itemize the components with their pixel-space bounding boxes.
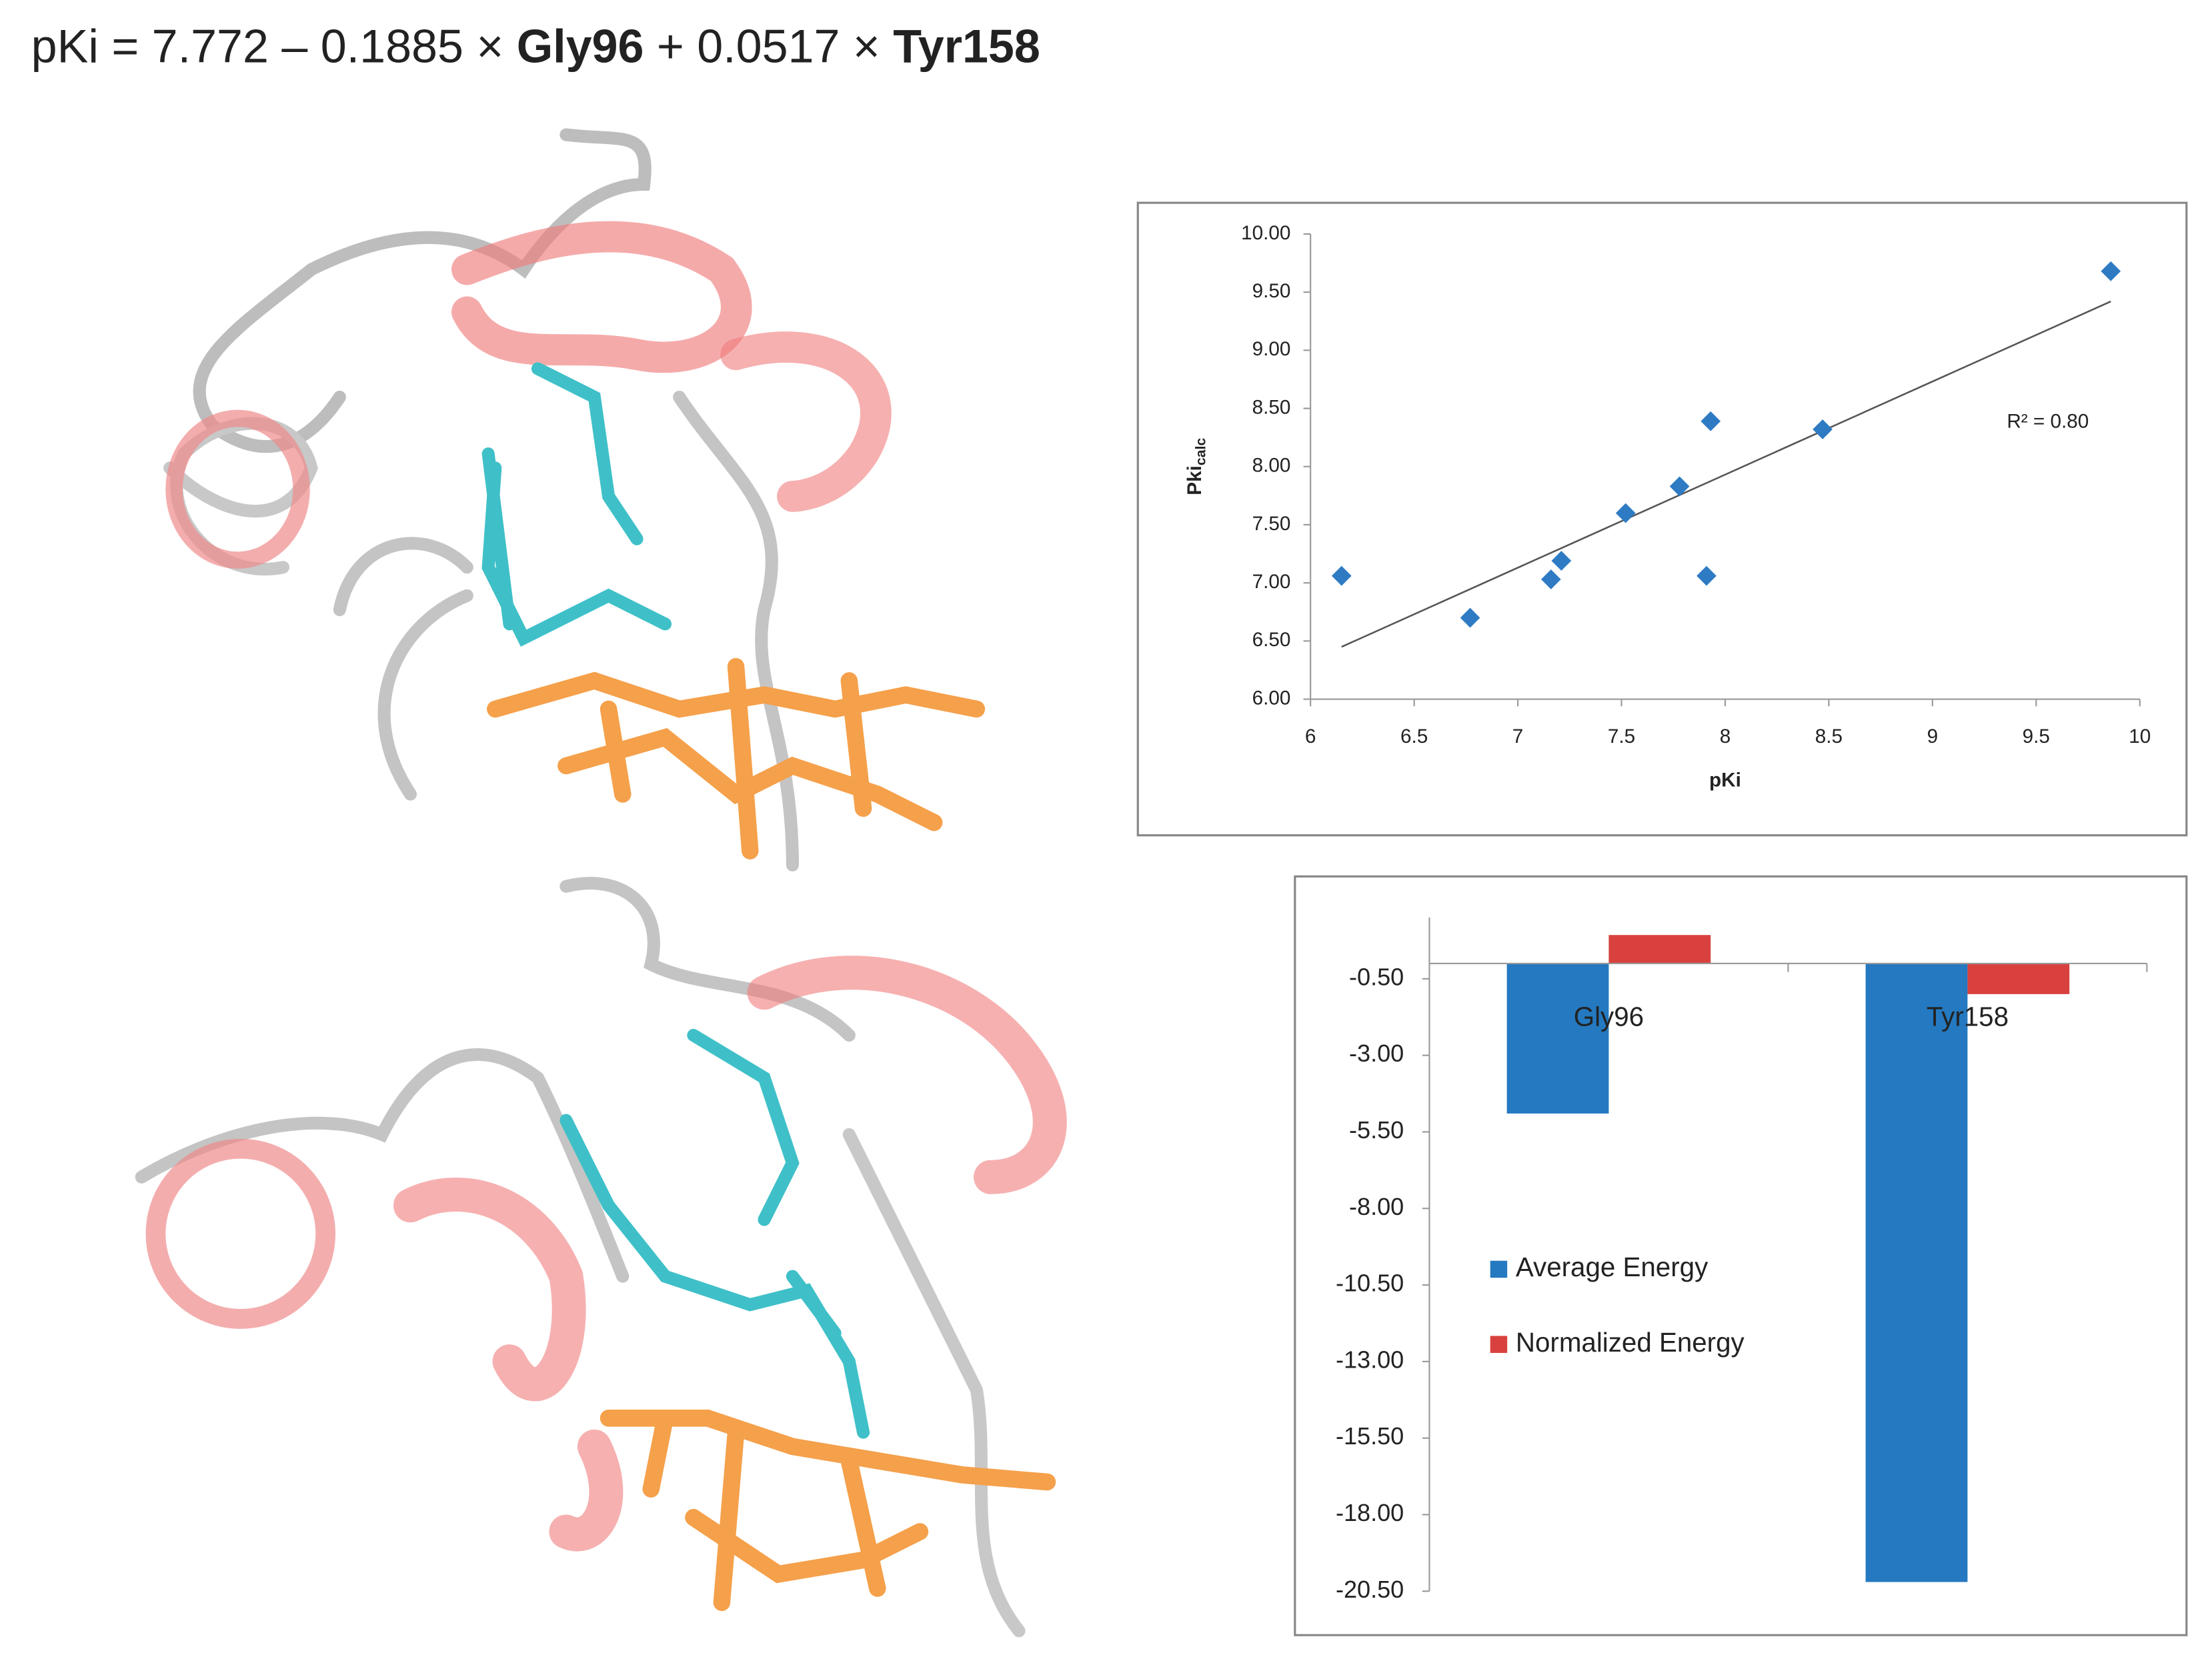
equation-part: Tyr158 xyxy=(893,20,1040,72)
y-tick-label: 9.00 xyxy=(1252,338,1291,360)
helix xyxy=(393,1178,624,1552)
y-tick-label: -0.50 xyxy=(1349,963,1404,990)
structure-bottom xyxy=(135,877,1067,1638)
x-tick-label: Gly96 xyxy=(1574,1002,1644,1032)
helix xyxy=(720,331,892,512)
y-tick-label: -10.50 xyxy=(1336,1270,1404,1297)
substrate-sticks xyxy=(600,1410,1056,1612)
data-point xyxy=(1615,503,1636,523)
data-point xyxy=(1460,607,1480,628)
y-tick-label: 6.00 xyxy=(1252,687,1291,709)
y-tick-label: 8.00 xyxy=(1252,455,1291,477)
backbone xyxy=(193,128,652,453)
helix xyxy=(145,1138,335,1329)
data-point xyxy=(1697,565,1717,586)
x-tick-label: 9 xyxy=(1927,725,1939,747)
substrate-sticks xyxy=(487,657,986,860)
bar xyxy=(1608,935,1711,964)
x-tick-label: 7 xyxy=(1512,725,1524,747)
legend-swatch xyxy=(1490,1336,1508,1353)
x-tick-label: 6 xyxy=(1305,725,1316,747)
x-tick-label: 10 xyxy=(2129,725,2151,747)
x-tick-label: 9.5 xyxy=(2023,725,2050,747)
x-tick-label: 7.5 xyxy=(1608,725,1635,747)
y-tick-label: -18.00 xyxy=(1336,1499,1404,1526)
y-tick-label: 8.50 xyxy=(1252,396,1291,418)
structure-top xyxy=(163,128,986,872)
helix xyxy=(747,956,1067,1194)
data-point xyxy=(2101,261,2121,281)
scatter-panel xyxy=(1136,201,2188,837)
y-tick-label: 7.00 xyxy=(1252,571,1291,593)
y-tick-label: -15.50 xyxy=(1336,1422,1404,1450)
bar-panel xyxy=(1294,875,2188,1636)
bar xyxy=(1865,963,1968,1582)
annotation: R² = 0.80 xyxy=(2007,411,2089,433)
backbone xyxy=(842,1128,1026,1638)
y-axis-title-subscript: calc xyxy=(1192,438,1208,466)
equation-part: + 0.0517 × xyxy=(644,20,893,72)
equation: pKi = 7.772 – 0.1885 × Gly96 + 0.0517 × … xyxy=(31,20,1040,72)
data-point xyxy=(1331,565,1352,586)
x-tick-label: 6.5 xyxy=(1400,725,1428,747)
y-axis-title-main: Pki xyxy=(1184,465,1206,495)
legend-label: Average Energy xyxy=(1516,1252,1709,1282)
equation-part: Gly96 xyxy=(517,20,644,72)
trendline xyxy=(1341,300,2111,648)
legend-label: Normalized Energy xyxy=(1516,1327,1745,1358)
ligand-sticks xyxy=(560,1029,870,1439)
y-axis-title: Pkicalc xyxy=(1184,438,1208,495)
y-tick-label: 7.50 xyxy=(1252,513,1291,535)
y-tick-label: -3.00 xyxy=(1349,1040,1404,1067)
y-tick-label: 6.50 xyxy=(1252,629,1291,651)
x-tick-label: 8.5 xyxy=(1815,725,1843,747)
legend-swatch xyxy=(1490,1260,1508,1278)
ligand-sticks xyxy=(481,362,672,647)
y-tick-label: -5.50 xyxy=(1349,1116,1404,1144)
x-axis-title: pKi xyxy=(1709,769,1741,791)
y-tick-label: 10.00 xyxy=(1241,222,1290,244)
y-tick-label: -13.00 xyxy=(1336,1346,1404,1373)
equation-part: pKi = 7.772 – 0.1885 × xyxy=(31,20,517,72)
x-tick-label: 8 xyxy=(1720,725,1731,747)
y-tick-label: 9.50 xyxy=(1252,280,1291,302)
helix xyxy=(165,409,310,569)
bar xyxy=(1967,963,2070,994)
backbone xyxy=(135,877,856,1283)
x-tick-label: Tyr158 xyxy=(1927,1002,2009,1032)
helix xyxy=(451,221,752,373)
data-point xyxy=(1551,551,1572,571)
data-point xyxy=(1669,476,1690,497)
y-tick-label: -8.00 xyxy=(1349,1193,1404,1220)
y-tick-label: -20.50 xyxy=(1336,1576,1404,1603)
bar xyxy=(1506,963,1609,1114)
